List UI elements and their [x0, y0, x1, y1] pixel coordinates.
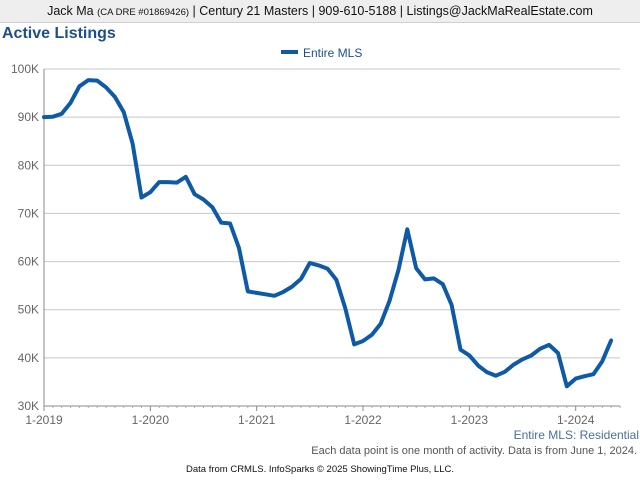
- data-point: [521, 358, 524, 361]
- header-bar: Jack Ma (CA DRE #01869426) | Century 21 …: [0, 0, 640, 23]
- data-point: [104, 86, 108, 89]
- data-point: [539, 347, 542, 350]
- data-point: [335, 278, 338, 282]
- series-lines: [42, 78, 614, 389]
- data-point: [228, 222, 232, 225]
- legend-swatch: [281, 50, 298, 54]
- chart-title: Active Listings: [2, 25, 116, 42]
- data-point: [308, 261, 312, 265]
- agent-license: (CA DRE #01869426): [97, 7, 190, 18]
- legend: Entire MLS: [281, 46, 362, 60]
- data-point: [388, 299, 391, 302]
- data-point: [414, 267, 418, 270]
- data-point: [370, 333, 374, 336]
- data-point: [246, 290, 250, 293]
- data-point: [326, 267, 329, 270]
- data-point: [609, 339, 613, 342]
- data-point: [220, 221, 223, 224]
- data-point: [352, 343, 356, 346]
- data-point: [397, 268, 400, 271]
- data-point: [78, 85, 81, 88]
- data-point: [583, 374, 586, 378]
- data-point: [69, 101, 72, 104]
- series-description: Entire MLS: Residential: [513, 428, 639, 442]
- x-tick-label: 1-2019: [25, 413, 63, 427]
- y-tick-label: 70K: [18, 206, 39, 220]
- data-point: [264, 293, 267, 296]
- legend-label: Entire MLS: [303, 46, 362, 60]
- data-source-footer: Data from CRMLS. InfoSparks © 2025 Showi…: [185, 464, 454, 475]
- data-point: [361, 339, 365, 343]
- data-point: [255, 291, 258, 295]
- data-point: [113, 95, 117, 99]
- x-tick-label: 1-2024: [557, 413, 595, 427]
- data-point: [485, 371, 489, 374]
- data-point: [565, 385, 569, 388]
- data-point: [379, 322, 382, 325]
- x-tick-label: 1-2021: [238, 413, 276, 427]
- data-point: [60, 112, 63, 115]
- data-point: [406, 228, 409, 231]
- y-tick-label: 50K: [18, 303, 39, 317]
- data-point: [166, 180, 170, 184]
- data-point: [344, 307, 347, 310]
- data-point: [423, 278, 427, 281]
- data-point: [299, 277, 303, 281]
- data-point: [95, 79, 99, 82]
- series-line-entire-mls: [42, 78, 614, 389]
- data-point: [149, 191, 152, 194]
- y-tick-label: 30K: [18, 399, 39, 413]
- data-point: [290, 285, 294, 288]
- data-point: [202, 198, 205, 201]
- data-point: [592, 373, 595, 376]
- data-point: [317, 264, 320, 267]
- x-tick-label: 1-2020: [132, 413, 170, 427]
- data-point: [441, 282, 444, 286]
- data-point: [556, 351, 560, 355]
- data-point: [122, 111, 125, 114]
- y-tick-label: 60K: [18, 255, 39, 269]
- data-point: [468, 354, 471, 357]
- data-point: [432, 277, 436, 280]
- data-point: [601, 360, 604, 363]
- data-note: Each data point is one month of activity…: [311, 445, 637, 457]
- data-point: [193, 192, 196, 196]
- data-point: [574, 377, 577, 380]
- tick-labels: 30K 40K 50K 60K 70K 80K 90K 100K 1-2019 1-2020 1-2…: [11, 62, 595, 427]
- data-point: [494, 374, 498, 377]
- data-point: [273, 294, 276, 297]
- data-point: [237, 246, 241, 250]
- data-point: [140, 196, 143, 199]
- axes: [43, 69, 621, 411]
- data-point: [184, 175, 187, 179]
- data-point: [175, 181, 179, 184]
- agent-contact: | Century 21 Masters | 909-610-5188 | Li…: [192, 4, 593, 18]
- x-tick-label: 1-2022: [344, 413, 382, 427]
- data-point: [477, 364, 480, 367]
- data-point: [211, 205, 214, 209]
- y-tick-label: 90K: [18, 110, 39, 124]
- data-point: [42, 115, 46, 119]
- data-point: [503, 370, 506, 374]
- y-tick-label: 80K: [18, 158, 39, 172]
- x-tick-label: 1-2023: [451, 413, 489, 427]
- data-point: [530, 354, 533, 357]
- data-point: [51, 115, 55, 118]
- y-tick-label: 40K: [18, 351, 39, 365]
- data-point: [131, 142, 134, 145]
- data-point: [459, 348, 462, 351]
- data-point: [547, 343, 551, 347]
- grid-lines: [44, 68, 620, 407]
- data-point: [450, 303, 453, 307]
- data-point: [158, 180, 161, 184]
- data-point: [87, 78, 90, 82]
- agent-name: Jack Ma: [47, 4, 94, 18]
- data-point: [282, 290, 285, 294]
- data-point: [512, 363, 515, 366]
- y-tick-label: 100K: [11, 62, 39, 76]
